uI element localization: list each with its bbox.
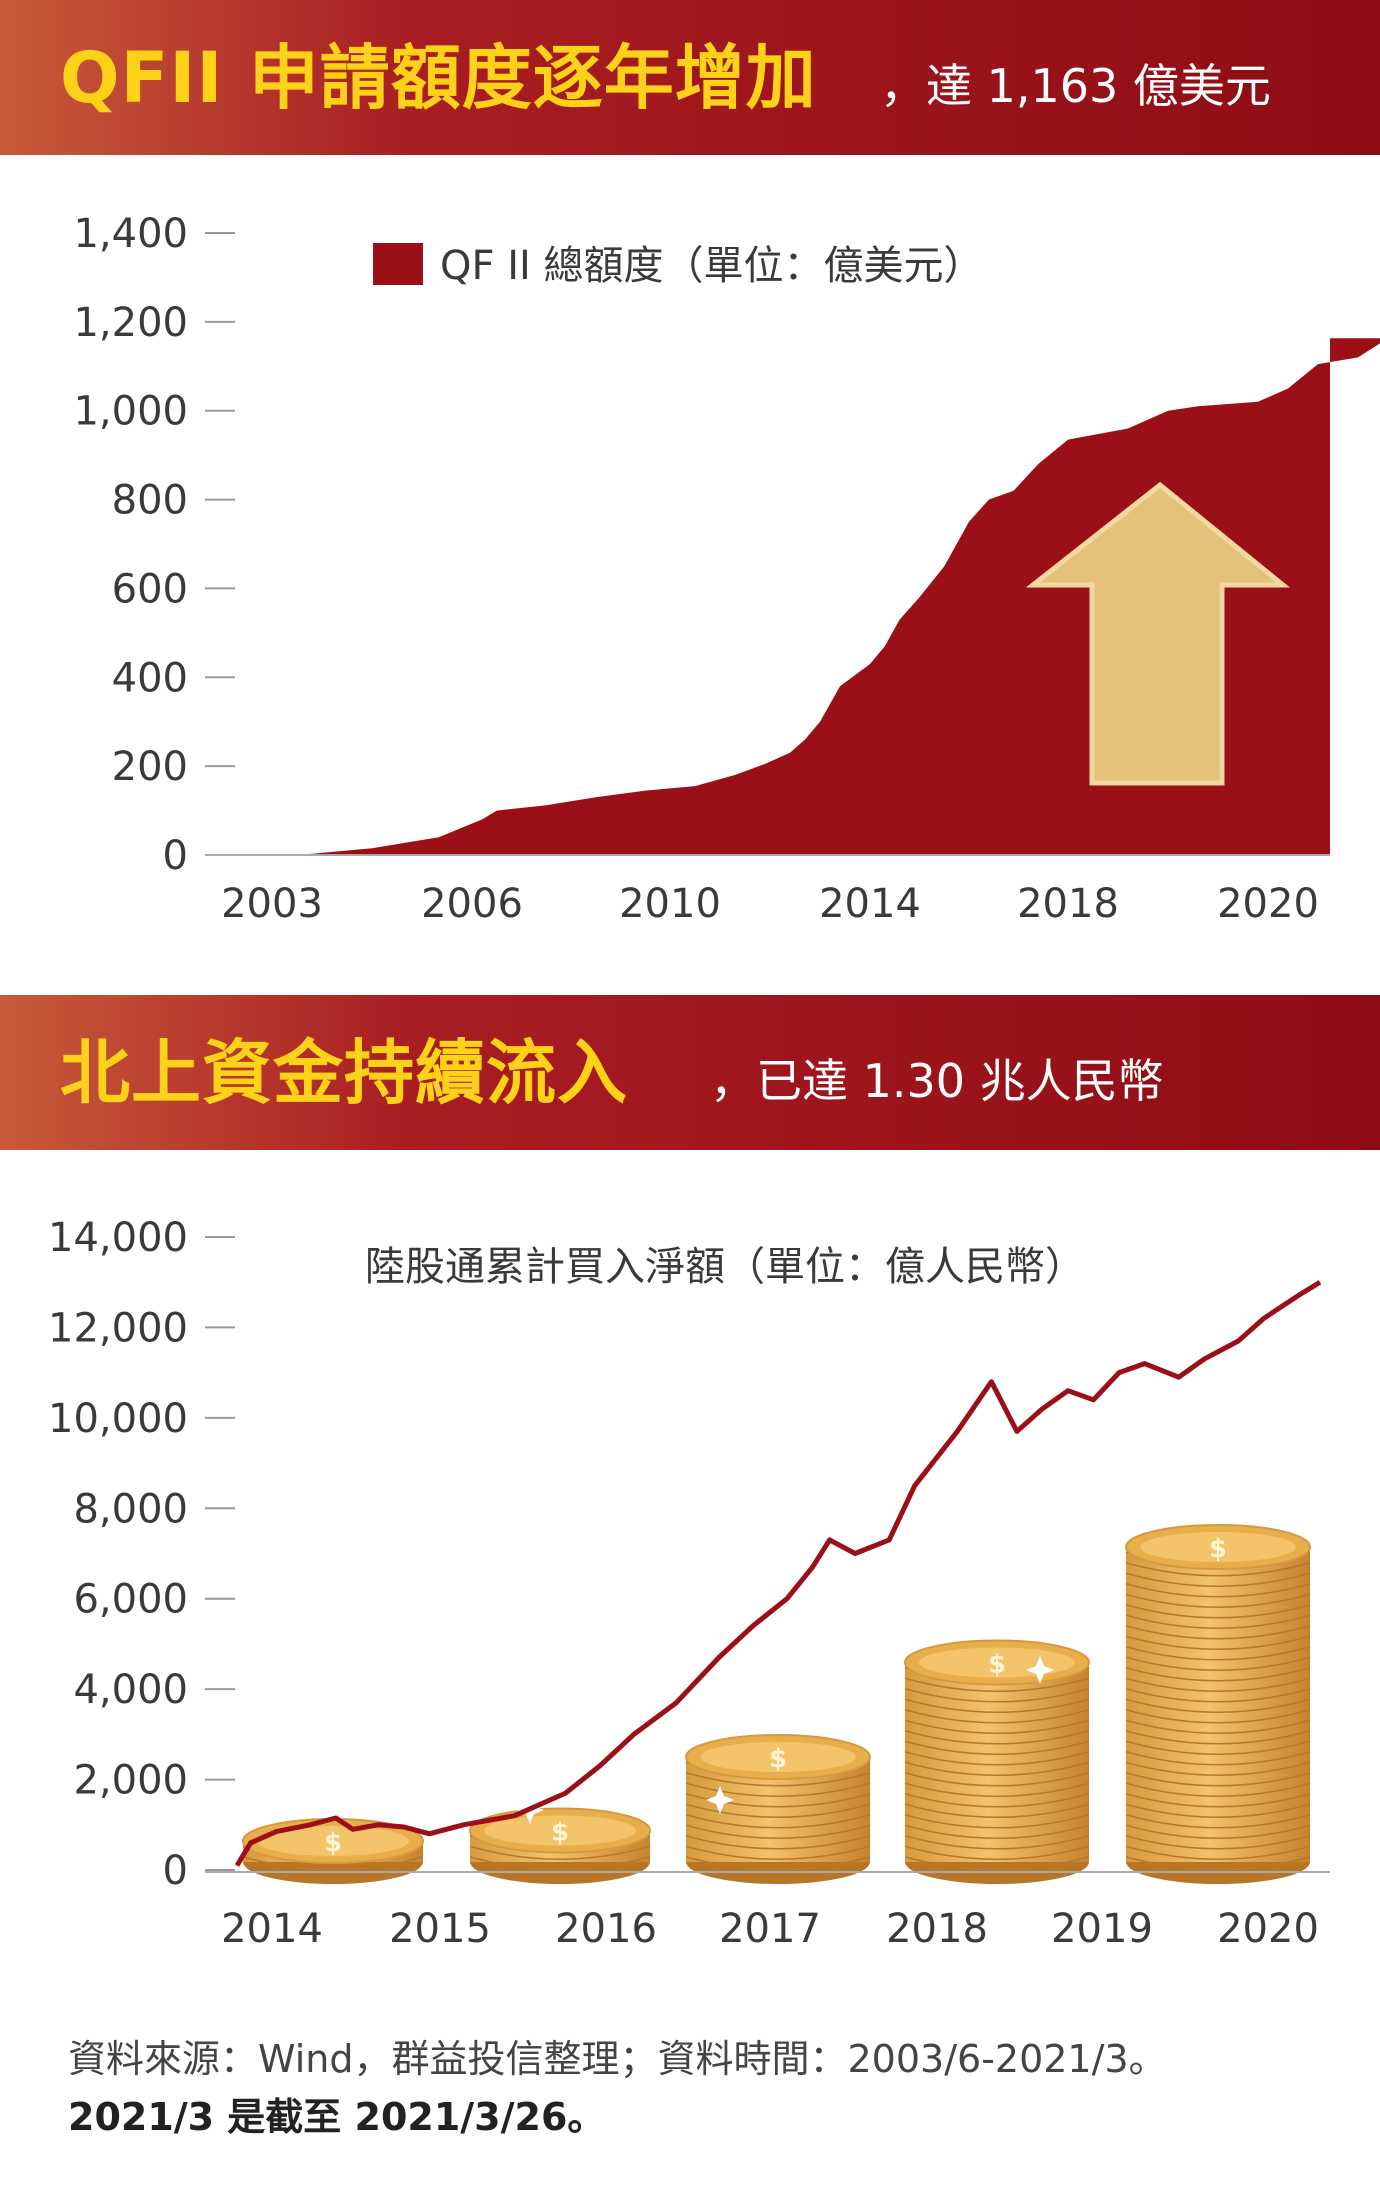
y-tick-label: 0 xyxy=(163,833,188,879)
y-tick-label: 1,200 xyxy=(73,300,188,346)
x-tick-label: 2014 xyxy=(819,881,921,927)
x-tick-label: 2017 xyxy=(719,1906,821,1952)
qfii-chart-svg: 0 200 400 600 800 1,000 1,200 1,400 2003 2006 2010… xyxy=(73,211,1380,927)
svg-text:$: $ xyxy=(1209,1534,1227,1564)
legend-swatch xyxy=(373,243,423,285)
x-tick-label: 2019 xyxy=(1051,1906,1153,1952)
northbound-line-chart: 0 2,000 4,000 6,000 8,000 10,000 12,000 14,000 $… xyxy=(0,1150,1380,2020)
header-subtitle-2: ，已達 1.30 兆人民幣 xyxy=(710,1054,1164,1108)
y-tick-label: 800 xyxy=(112,478,188,524)
x-tick-label: 2016 xyxy=(555,1906,657,1952)
x-tick-label: 2018 xyxy=(886,1906,988,1952)
y-tick-label: 0 xyxy=(163,1848,188,1894)
x-tick-label: 2010 xyxy=(619,881,721,927)
header-banner-1: QFII 申請額度逐年增加 ，達 1,163 億美元 xyxy=(0,0,1380,155)
y-tick-label: 600 xyxy=(112,566,188,612)
y-tick-label: 12,000 xyxy=(48,1305,188,1351)
x-tick-label: 2003 xyxy=(221,881,323,927)
upward-arrow-icon xyxy=(1025,481,1291,786)
x-tick-label: 2015 xyxy=(389,1906,491,1952)
y-tick-label: 10,000 xyxy=(48,1396,188,1442)
y-tick-label: 1,000 xyxy=(73,389,188,435)
chart-title: 陸股通累計買入淨額（單位：億人民幣） xyxy=(365,1244,1085,1290)
x-tick-label: 2020 xyxy=(1217,881,1319,927)
y-tick-label: 400 xyxy=(112,655,188,701)
legend-label: QF II 總額度（單位：億美元） xyxy=(440,243,984,289)
header-title-1: QFII 申請額度逐年增加 xyxy=(60,37,817,119)
y-tick-label: 1,400 xyxy=(73,211,188,257)
coin-stack-icon: $ xyxy=(1125,1524,1311,1884)
footer-source: 資料來源：Wind，群益投信整理；資料時間：2003/6-2021/3。 xyxy=(68,2037,1167,2081)
sparkle-icon xyxy=(1026,1656,1054,1684)
header-subtitle-1: ，達 1,163 億美元 xyxy=(880,59,1271,113)
coin-stack-icon: $ xyxy=(685,1734,871,1884)
x-tick-label: 2020 xyxy=(1217,1906,1319,1952)
y-tick-label: 4,000 xyxy=(73,1667,188,1713)
footer-date-note: 2021/3 是截至 2021/3/26。 xyxy=(68,2095,606,2139)
y-tick-label: 6,000 xyxy=(73,1577,188,1623)
svg-text:$: $ xyxy=(324,1828,342,1858)
svg-text:$: $ xyxy=(988,1650,1006,1680)
svg-text:$: $ xyxy=(551,1818,569,1848)
sparkle-icon xyxy=(1246,1441,1274,1469)
coin-stack-icon: $ xyxy=(904,1639,1090,1884)
x-tick-label: 2014 xyxy=(221,1906,323,1952)
x-tick-label: 2018 xyxy=(1017,881,1119,927)
y-tick-label: 14,000 xyxy=(48,1215,188,1261)
svg-text:$: $ xyxy=(769,1744,787,1774)
header-title-2: 北上資金持續流入 xyxy=(60,1032,628,1114)
y-tick-label: 200 xyxy=(112,744,188,790)
footer-note: 資料來源：Wind，群益投信整理；資料時間：2003/6-2021/3。 202… xyxy=(68,2030,1167,2146)
sparkle-icon xyxy=(706,1786,734,1814)
y-tick-label: 8,000 xyxy=(73,1486,188,1532)
qfii-area-chart: 0 200 400 600 800 1,000 1,200 1,400 2003 2006 2010… xyxy=(0,155,1380,985)
northbound-chart-svg: 0 2,000 4,000 6,000 8,000 10,000 12,000 14,000 $… xyxy=(48,1215,1330,1952)
header-banner-2: 北上資金持續流入 ，已達 1.30 兆人民幣 xyxy=(0,995,1380,1150)
y-tick-label: 2,000 xyxy=(73,1758,188,1804)
northbound-line-series xyxy=(234,1280,1322,1867)
x-tick-label: 2006 xyxy=(421,881,523,927)
